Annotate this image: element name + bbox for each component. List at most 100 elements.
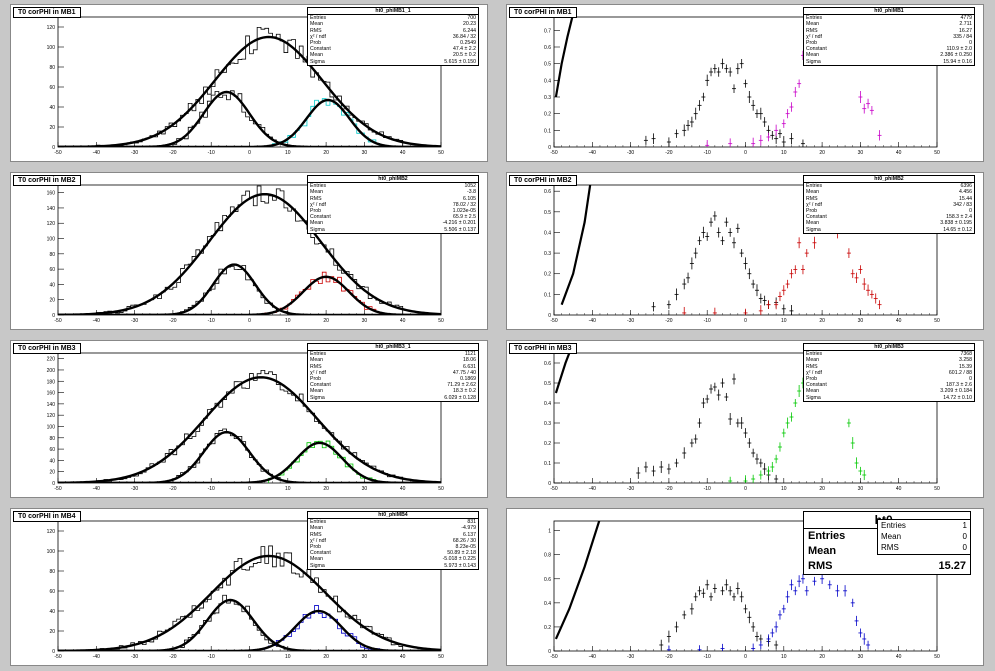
- gaussian-fit-curve: [58, 441, 441, 483]
- data-point: [835, 584, 840, 597]
- data-point: [850, 598, 855, 607]
- data-point: [854, 457, 859, 469]
- data-point: [862, 278, 867, 290]
- stats-row: Entries 4779: [804, 15, 974, 21]
- stats-value: 15.44: [959, 195, 972, 202]
- data-point: [712, 211, 717, 221]
- gaussian-fit-curve: [58, 35, 441, 147]
- data-point: [724, 217, 729, 227]
- data-point: [682, 306, 687, 315]
- x-tick-label: -30: [131, 318, 138, 324]
- x-tick-label: 0: [744, 654, 747, 660]
- stats-row: Constant 71.29 ± 2.62: [308, 382, 478, 388]
- data-point: [793, 586, 798, 596]
- stats-value: 110.9 ± 2.0: [946, 46, 972, 53]
- data-point: [674, 458, 679, 468]
- stats-row: Constant 65.9 ± 2.5: [308, 214, 478, 220]
- plot-svg: -50 -40 -30 -20 -10 0 10 20 30 40 50 0 20 40 60 80 100 12…: [47, 184, 444, 324]
- stats-key: RMS: [806, 27, 818, 34]
- y-tick-label: 40: [49, 105, 55, 111]
- data-point: [873, 293, 878, 304]
- x-tick-label: 10: [285, 654, 291, 660]
- stats-value: 65.9 ± 2.5: [452, 214, 476, 221]
- stats-value: 18.3 ± 0.2: [452, 388, 476, 395]
- x-tick-label: 10: [781, 318, 787, 324]
- data-point: [743, 308, 748, 315]
- stats-value: 2.386 ± 0.250: [940, 52, 972, 59]
- data-point: [724, 64, 729, 73]
- data-point: [705, 394, 710, 404]
- gaussian-fit-curve: [58, 263, 441, 315]
- stats-key: Sigma: [310, 58, 325, 65]
- stats-key: Entries: [310, 15, 327, 22]
- efficiency-curve: [554, 521, 601, 640]
- efficiency-curve: [554, 353, 571, 394]
- x-tick-label: 20: [819, 654, 825, 660]
- stats-key: RMS: [806, 363, 818, 370]
- stats-row: Mean -4.216 ± 0.201: [308, 220, 478, 226]
- stats-value: 342 / 83: [953, 201, 972, 208]
- stats-box-name: ht0_phiMB3_1: [308, 344, 478, 352]
- stats-key: Sigma: [310, 226, 325, 233]
- data-point: [820, 573, 825, 584]
- stats-row: Mean 18.3 ± 0.2: [308, 388, 478, 394]
- y-tick-label: 140: [47, 402, 56, 408]
- plot-title: T0 corPHI in MB1: [13, 7, 81, 18]
- data-point: [754, 631, 759, 642]
- data-point: [728, 413, 733, 425]
- stats-key: Sigma: [806, 58, 821, 65]
- stats-key: Sigma: [310, 394, 325, 401]
- x-tick-label: 10: [781, 150, 787, 156]
- y-tick-label: 20: [49, 298, 55, 304]
- stats-value: 3.258: [959, 357, 972, 364]
- stats-value: 20.23: [463, 21, 476, 28]
- y-tick-label: 80: [49, 65, 55, 71]
- data-point: [701, 397, 706, 409]
- stats-key: Prob: [310, 208, 321, 215]
- stats-row: Sigma 15.94 ± 0.16: [804, 59, 974, 65]
- stats-key: Mean: [310, 556, 323, 563]
- stats-value: 0.1869: [460, 376, 476, 383]
- y-tick-label: 0.5: [544, 210, 551, 216]
- x-tick-label: -10: [208, 654, 215, 660]
- data-point: [785, 590, 790, 603]
- y-tick-label: 0: [52, 313, 55, 319]
- stats-key: Mean: [310, 357, 323, 364]
- data-point: [724, 579, 729, 591]
- y-tick-label: 0: [548, 649, 551, 655]
- data-point: [743, 257, 748, 270]
- data-point: [800, 573, 805, 584]
- stats-row: χ² / ndf 78.02 / 32: [308, 202, 478, 208]
- stats-box-name: ht0_phiMB1_1: [308, 8, 478, 16]
- data-point: [850, 437, 855, 449]
- data-point: [666, 137, 671, 147]
- stats-row: Mean 20.23: [308, 21, 478, 27]
- stats-value: 36.84 / 32: [452, 33, 476, 40]
- data-point: [858, 91, 863, 103]
- data-point: [797, 385, 802, 397]
- y-tick-label: 100: [47, 237, 56, 243]
- stats-box-name: ht0_phiMB3: [804, 344, 974, 352]
- data-point: [659, 461, 664, 473]
- y-tick-label: 60: [49, 447, 55, 453]
- stats-key: Mean: [310, 189, 323, 196]
- stats-value: 71.29 ± 2.62: [447, 382, 476, 389]
- stats-key: Prob: [806, 208, 817, 215]
- data-point: [777, 129, 782, 138]
- stats-key: Sigma: [806, 226, 821, 233]
- data-point: [812, 236, 817, 249]
- data-point: [732, 84, 737, 93]
- stats-row: Entries 1052: [308, 183, 478, 189]
- data-point: [651, 465, 656, 477]
- histogram-series: [172, 594, 289, 651]
- data-point: [777, 442, 782, 452]
- stats-row: Entries 7368: [804, 351, 974, 357]
- data-point: [858, 466, 863, 476]
- stats-row: χ² / ndf 68.26 / 30: [308, 538, 478, 544]
- x-tick-label: -10: [208, 150, 215, 156]
- data-point: [751, 137, 756, 147]
- efficiency-curve: [560, 185, 592, 306]
- stats-value: 5.973 ± 0.143: [444, 562, 476, 569]
- data-point: [739, 249, 744, 258]
- x-tick-label: 30: [858, 486, 864, 492]
